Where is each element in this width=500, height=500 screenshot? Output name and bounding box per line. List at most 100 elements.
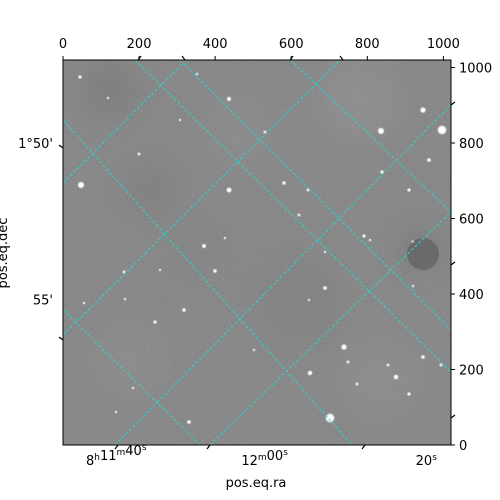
grid-edge-tick — [450, 414, 456, 419]
grid-edge-tick — [137, 55, 142, 61]
star — [182, 308, 186, 312]
star — [195, 72, 199, 76]
star — [368, 238, 372, 242]
grid-line — [179, 60, 451, 331]
ra-unit-superscript: s — [283, 448, 288, 458]
grid-edge-tick — [58, 144, 64, 149]
star — [427, 158, 431, 162]
star — [202, 244, 206, 248]
star — [325, 413, 335, 423]
star — [420, 107, 426, 113]
grid-edge-tick — [114, 444, 119, 450]
star — [380, 170, 384, 174]
star — [341, 344, 347, 350]
star — [158, 268, 162, 272]
star — [114, 410, 118, 414]
right-tick-label: 200 — [459, 364, 484, 379]
ra-tick-label: 8h11m40s — [86, 443, 147, 469]
grid-line — [209, 211, 451, 445]
top-tick-label: 400 — [203, 37, 228, 52]
top-pixel-axis: 0 200 400 600 800 1000 — [59, 37, 460, 60]
star — [263, 130, 267, 134]
diffuse-object — [407, 238, 439, 270]
ra-value: 8 — [86, 454, 94, 469]
star — [307, 298, 311, 302]
grid-edge-tick — [339, 55, 344, 61]
right-pixel-axis: 0 200 400 600 800 1000 — [451, 62, 492, 454]
grid-edge-tick — [289, 55, 294, 61]
grid-edge-tick — [450, 101, 456, 106]
star — [421, 355, 425, 359]
grid-line — [63, 62, 184, 184]
grid-line — [63, 309, 201, 445]
star — [227, 97, 231, 101]
star — [137, 152, 141, 156]
top-tick-label: 1000 — [427, 37, 460, 52]
grid-edge-tick — [181, 55, 186, 61]
ra-unit-superscript: s — [432, 453, 437, 463]
star — [437, 125, 447, 135]
right-tick-label: 0 — [459, 439, 467, 454]
star — [282, 181, 286, 185]
star — [187, 420, 191, 424]
top-tick-label: 200 — [127, 37, 152, 52]
top-tick-label: 0 — [59, 37, 67, 52]
ra-value: 11 — [100, 449, 117, 464]
grid-edge-tick — [450, 261, 456, 266]
plot-frame — [62, 59, 452, 446]
star — [386, 363, 390, 367]
star — [78, 75, 82, 79]
star — [346, 360, 350, 364]
grid-line — [63, 119, 353, 445]
star — [393, 374, 399, 380]
star — [439, 363, 443, 367]
ra-unit-superscript: s — [142, 443, 147, 453]
left-dec-axis: 1°50' 55' — [18, 137, 53, 309]
star — [323, 286, 327, 290]
coordinate-grid — [63, 60, 451, 445]
star — [411, 284, 415, 288]
star — [123, 297, 127, 301]
right-tick-label: 1000 — [459, 62, 492, 77]
ra-unit-superscript: h — [94, 453, 100, 463]
x-axis-title: pos.eq.ra — [226, 476, 287, 491]
ra-tick-label: 12m00s — [241, 448, 288, 469]
star — [78, 182, 84, 188]
top-tick-label: 600 — [279, 37, 304, 52]
star — [226, 187, 232, 193]
star — [323, 250, 327, 254]
star — [106, 96, 110, 100]
star — [407, 392, 411, 396]
star — [82, 301, 86, 305]
grid-line — [134, 60, 451, 373]
star — [378, 128, 384, 134]
ra-unit-superscript: m — [258, 453, 267, 463]
grid-edge-tick — [58, 336, 64, 341]
right-tick-label: 800 — [459, 137, 484, 152]
ra-value: 00 — [267, 449, 284, 464]
star — [213, 269, 217, 273]
grid-line — [289, 60, 451, 213]
star — [178, 118, 182, 122]
ra-value: 12 — [241, 454, 258, 469]
star-field — [78, 72, 447, 424]
sky-noise — [63, 60, 451, 445]
right-tick-label: 600 — [459, 213, 484, 228]
grid-edge-tick — [206, 444, 211, 450]
star — [362, 234, 366, 238]
star — [297, 213, 301, 217]
star — [153, 320, 157, 324]
dec-tick-label: 55' — [33, 294, 53, 309]
dec-tick-label: 1°50' — [18, 137, 53, 152]
ra-tick-label: 20s — [416, 453, 438, 469]
top-tick-label: 800 — [355, 37, 380, 52]
y-axis-title: pos.eq.dec — [0, 218, 11, 289]
star — [306, 188, 310, 192]
ra-value: 20 — [416, 454, 433, 469]
grid-edge-tick — [361, 444, 366, 450]
plot-area — [63, 60, 451, 445]
star — [131, 386, 135, 390]
